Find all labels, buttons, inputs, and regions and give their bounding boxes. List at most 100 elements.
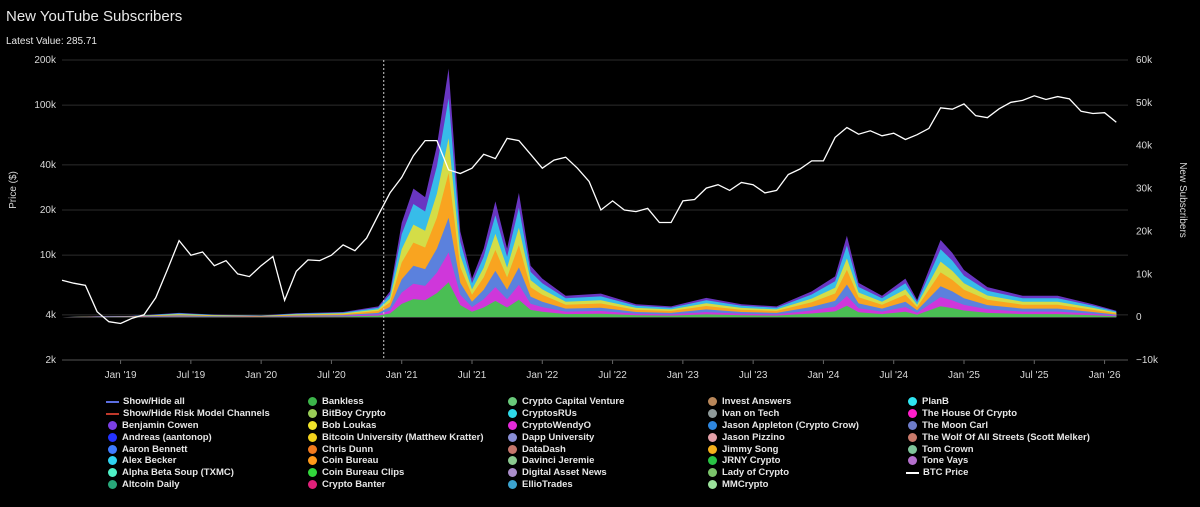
legend-dot-marker xyxy=(908,420,917,430)
y-right-tick-label: 60k xyxy=(1136,55,1153,66)
legend-item[interactable]: BTC Price xyxy=(906,467,1106,479)
chart-title: New YouTube Subscribers xyxy=(6,8,183,25)
legend-item[interactable]: Aaron Bennett xyxy=(106,443,306,455)
legend-dot-marker xyxy=(108,456,117,466)
legend-item[interactable]: Jimmy Song xyxy=(706,443,906,455)
legend-item[interactable]: Crypto Banter xyxy=(306,479,506,491)
legend-label: Invest Answers xyxy=(722,396,792,408)
legend-item[interactable]: CryptoWendyO xyxy=(506,420,706,432)
legend-item[interactable]: Coin Bureau Clips xyxy=(306,467,506,479)
legend-dot-marker xyxy=(108,432,117,442)
legend-item[interactable]: Ivan on Tech xyxy=(706,408,906,420)
legend-item[interactable]: The Wolf Of All Streets (Scott Melker) xyxy=(906,431,1106,443)
x-tick-label: Jan '26 xyxy=(1089,370,1121,381)
legend-item[interactable]: Jason Pizzino xyxy=(706,431,906,443)
legend-dot-marker xyxy=(508,444,517,454)
legend-item[interactable]: Andreas (aantonop) xyxy=(106,431,306,443)
legend-label: Aaron Bennett xyxy=(122,443,188,455)
legend-item[interactable]: Bob Loukas xyxy=(306,420,506,432)
legend-dot-marker xyxy=(308,456,317,466)
legend-label: Show/Hide Risk Model Channels xyxy=(123,408,270,420)
x-tick-label: Jul '19 xyxy=(177,370,206,381)
legend-item[interactable]: The House Of Crypto xyxy=(906,408,1106,420)
legend-item[interactable]: DataDash xyxy=(506,443,706,455)
legend-label: Alex Becker xyxy=(122,455,177,467)
legend-label: Digital Asset News xyxy=(522,467,607,479)
y-left-axis-title: Price ($) xyxy=(8,171,19,209)
legend-item[interactable]: Digital Asset News xyxy=(506,467,706,479)
legend-item[interactable]: Show/Hide Risk Model Channels xyxy=(106,408,306,420)
legend-dot-marker xyxy=(908,444,917,454)
legend-item[interactable]: Invest Answers xyxy=(706,396,906,408)
legend-item[interactable]: Tone Vays xyxy=(906,455,1106,467)
legend-label: Lady of Crypto xyxy=(722,467,790,479)
legend-item[interactable]: Show/Hide all xyxy=(106,396,306,408)
legend-item[interactable]: PlanB xyxy=(906,396,1106,408)
legend-item[interactable]: JRNY Crypto xyxy=(706,455,906,467)
legend-label: DataDash xyxy=(522,443,566,455)
legend-dot-marker xyxy=(308,432,317,442)
legend-dot-marker xyxy=(308,420,317,430)
legend-item[interactable]: Coin Bureau xyxy=(306,455,506,467)
y-left-tick-label: 2k xyxy=(45,355,57,366)
legend-label: The Wolf Of All Streets (Scott Melker) xyxy=(922,431,1090,443)
legend-item[interactable]: Bitcoin University (Matthew Kratter) xyxy=(306,431,506,443)
legend-label: Alpha Beta Soup (TXMC) xyxy=(122,467,234,479)
x-tick-label: Jan '25 xyxy=(948,370,980,381)
legend-dot-marker xyxy=(108,444,117,454)
legend-dot-marker xyxy=(508,479,517,489)
legend-label: Chris Dunn xyxy=(322,443,374,455)
y-left-tick-label: 40k xyxy=(40,160,57,171)
x-tick-label: Jul '23 xyxy=(739,370,768,381)
y-left-tick-label: 4k xyxy=(45,310,57,321)
y-right-tick-label: 20k xyxy=(1136,226,1153,237)
legend-item[interactable]: Alpha Beta Soup (TXMC) xyxy=(106,467,306,479)
legend-label: PlanB xyxy=(922,396,949,408)
legend-dot-marker xyxy=(708,397,717,407)
legend-dot-marker xyxy=(108,468,117,478)
legend-dot-marker xyxy=(308,409,317,419)
legend-label: Coin Bureau Clips xyxy=(322,467,405,479)
legend-label: CryptoWendyO xyxy=(522,419,591,431)
legend-item[interactable]: Altcoin Daily xyxy=(106,479,306,491)
legend-item[interactable]: Alex Becker xyxy=(106,455,306,467)
legend-label: Jason Appleton (Crypto Crow) xyxy=(722,419,859,431)
legend-item[interactable]: Jason Appleton (Crypto Crow) xyxy=(706,420,906,432)
legend-item[interactable]: The Moon Carl xyxy=(906,420,1106,432)
legend-item[interactable]: MMCrypto xyxy=(706,479,906,491)
legend-item[interactable]: Bankless xyxy=(306,396,506,408)
legend-item[interactable]: Chris Dunn xyxy=(306,443,506,455)
x-tick-label: Jul '25 xyxy=(1020,370,1049,381)
legend-item[interactable]: EllioTrades xyxy=(506,479,706,491)
legend-dot-marker xyxy=(308,479,317,489)
legend-label: Jason Pizzino xyxy=(722,431,785,443)
legend-item[interactable]: Benjamin Cowen xyxy=(106,420,306,432)
legend-label: Tone Vays xyxy=(922,455,969,467)
legend-dot-marker xyxy=(708,479,717,489)
legend-item[interactable]: BitBoy Crypto xyxy=(306,408,506,420)
legend-dot-marker xyxy=(708,409,717,419)
x-tick-label: Jan '19 xyxy=(105,370,137,381)
legend-dot-marker xyxy=(908,397,917,407)
legend-item[interactable]: Davinci Jeremie xyxy=(506,455,706,467)
legend-dot-marker xyxy=(308,397,317,407)
legend-label: Bankless xyxy=(322,396,364,408)
legend-label: Jimmy Song xyxy=(722,443,779,455)
legend-item[interactable]: Tom Crown xyxy=(906,443,1106,455)
x-tick-label: Jul '20 xyxy=(317,370,346,381)
legend-item[interactable]: CryptosRUs xyxy=(506,408,706,420)
legend-dot-marker xyxy=(108,479,117,489)
legend-item[interactable]: Crypto Capital Venture xyxy=(506,396,706,408)
x-tick-label: Jan '22 xyxy=(526,370,558,381)
legend-label: Andreas (aantonop) xyxy=(122,431,212,443)
latest-value: Latest Value: 285.71 xyxy=(6,36,97,47)
legend-label: CryptosRUs xyxy=(522,408,577,420)
legend-dot-marker xyxy=(708,432,717,442)
y-left-tick-label: 100k xyxy=(34,100,57,111)
legend: Show/Hide all Show/Hide Risk Model Channe… xyxy=(106,396,1196,490)
legend-item[interactable]: Lady of Crypto xyxy=(706,467,906,479)
legend-dot-marker xyxy=(508,432,517,442)
legend-label: EllioTrades xyxy=(522,478,573,490)
legend-item[interactable]: Dapp University xyxy=(506,431,706,443)
btc-price-line xyxy=(61,95,1117,325)
